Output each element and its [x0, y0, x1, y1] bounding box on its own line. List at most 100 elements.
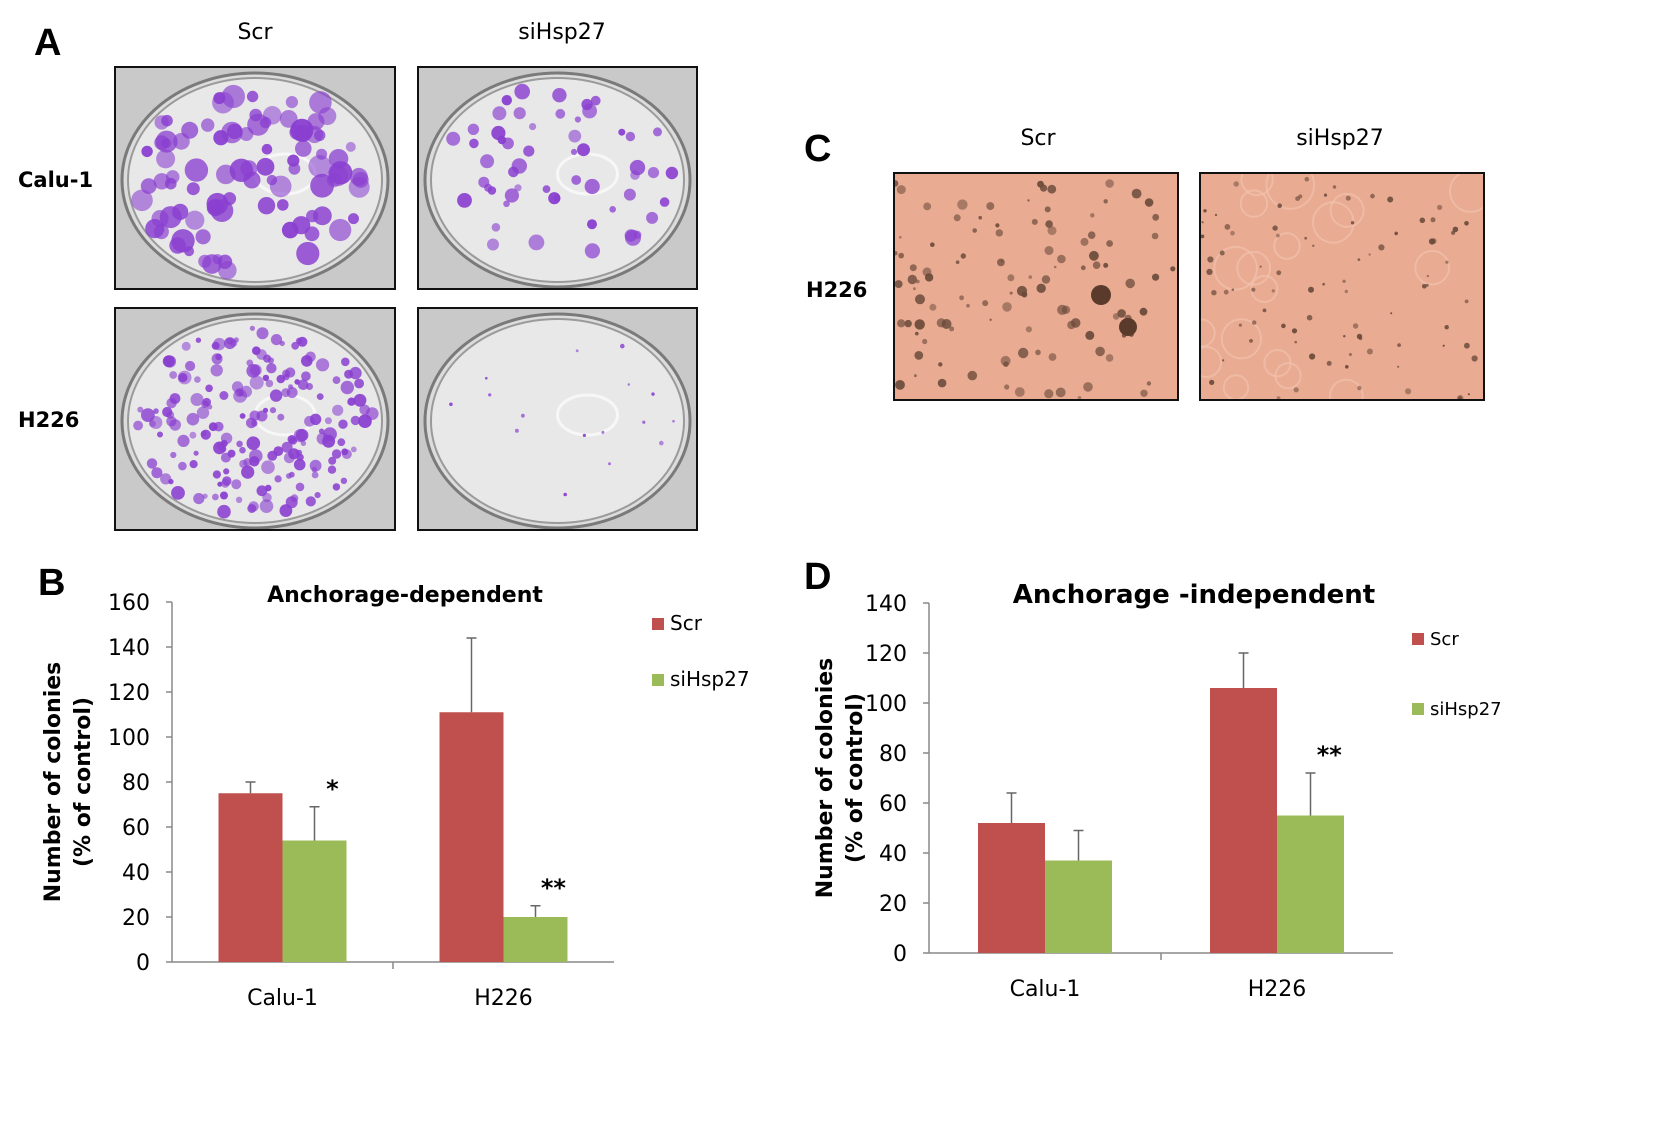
colony-spot: [324, 417, 332, 425]
bar-scr: [978, 823, 1045, 953]
colony-spot: [283, 452, 295, 464]
colony-spot: [571, 175, 582, 185]
agar-colony: [1252, 320, 1257, 325]
colony-spot: [141, 145, 153, 158]
agar-colony: [1394, 231, 1398, 236]
agar-colony: [895, 380, 905, 390]
colony-spot: [177, 370, 192, 385]
agar-colony: [912, 287, 916, 291]
agar-colony: [1067, 320, 1076, 330]
agar-colony-large: [1091, 285, 1111, 305]
colony-spot: [195, 337, 202, 343]
agar-colony: [922, 338, 928, 345]
y-tick-label: 20: [122, 906, 150, 931]
bar-sihsp27: [282, 840, 347, 962]
agar-bubble: [1213, 246, 1258, 291]
colony-spot: [223, 468, 230, 475]
agar-colony: [1304, 176, 1310, 182]
agar-colony: [1276, 270, 1282, 276]
colony-spot: [195, 229, 211, 245]
agar-colony: [1231, 288, 1235, 291]
colony-spot: [194, 376, 201, 383]
agar-bubble: [1414, 249, 1450, 286]
agar-colony: [915, 294, 925, 305]
colony-spot: [141, 408, 155, 422]
legend-swatch-scr: [652, 618, 664, 630]
colony-spot: [220, 491, 228, 500]
agar-colony: [1092, 261, 1101, 269]
softagar-image: [895, 174, 1177, 399]
colony-spot: [249, 108, 262, 122]
agar-colony: [967, 370, 978, 381]
agar-colony: [1089, 250, 1099, 261]
y-tick-label: 0: [136, 951, 150, 976]
agar-bubble: [1222, 374, 1250, 399]
colony-spot: [587, 219, 597, 230]
colony-spot: [159, 206, 182, 229]
colony-spot: [306, 383, 313, 390]
colony-spot: [665, 166, 679, 180]
colony-spot: [220, 432, 233, 444]
colony-spot: [282, 369, 291, 378]
agar-colony: [1105, 354, 1114, 362]
agar-bubble: [1201, 346, 1223, 378]
agar-colony: [1087, 231, 1096, 239]
colony-spot: [279, 110, 298, 128]
colony-spot: [340, 477, 348, 484]
colony-spot: [161, 114, 173, 127]
colony-spot: [296, 241, 320, 266]
agar-colony: [1343, 335, 1346, 338]
colony-spot: [488, 393, 492, 397]
colony-spot: [584, 178, 600, 195]
bar-scr: [1210, 688, 1277, 953]
colony-spot: [542, 185, 551, 193]
agar-bubble: [1273, 232, 1301, 260]
colony-spot: [240, 160, 258, 178]
y-tick-label: 80: [879, 742, 907, 767]
colony-spot: [305, 125, 324, 144]
colony-spot: [171, 229, 195, 253]
agar-colony: [1366, 348, 1373, 355]
agar-colony: [1467, 393, 1470, 396]
y-tick-label: 100: [865, 692, 907, 717]
colony-spot: [226, 123, 243, 140]
agar-colony: [1397, 365, 1400, 368]
legend-swatch-sihsp27: [652, 674, 664, 686]
colony-spot: [497, 135, 507, 145]
agar-colony: [1464, 299, 1469, 304]
colony-spot: [514, 83, 530, 100]
colony-spot: [301, 371, 311, 381]
colony-spot: [623, 188, 636, 201]
agar-colony: [1323, 193, 1328, 197]
agar-colony: [1014, 387, 1025, 397]
colony-spot: [340, 380, 354, 395]
colony-spot: [211, 353, 223, 365]
colony-spot: [618, 128, 626, 136]
colony-spot: [311, 471, 319, 479]
colony-spot: [261, 143, 273, 155]
agar-colony: [1445, 260, 1449, 264]
legend-swatch-scr: [1412, 633, 1424, 645]
agar-colony: [1271, 289, 1275, 293]
colony-spot: [202, 397, 211, 407]
colony-spot: [492, 106, 507, 121]
agar-colony: [1295, 196, 1300, 201]
colony-spot: [332, 483, 341, 491]
agar-colony: [1452, 226, 1459, 233]
agar-colony: [1344, 289, 1348, 294]
panel-letter-a: A: [34, 22, 62, 64]
colony-spot: [277, 199, 289, 211]
colony-spot: [308, 155, 331, 178]
colony-spot: [504, 188, 519, 203]
colony-spot: [297, 336, 308, 347]
agar-colony: [1464, 221, 1469, 226]
colony-spot: [521, 413, 525, 418]
colony-spot: [625, 131, 636, 142]
agar-colony: [1152, 213, 1160, 221]
colony-spot: [469, 138, 479, 149]
colony-spot: [241, 465, 255, 479]
agar-colony: [1370, 193, 1375, 199]
agar-colony: [1140, 389, 1148, 397]
agar-colony: [986, 202, 995, 211]
agar-colony: [1031, 218, 1038, 225]
